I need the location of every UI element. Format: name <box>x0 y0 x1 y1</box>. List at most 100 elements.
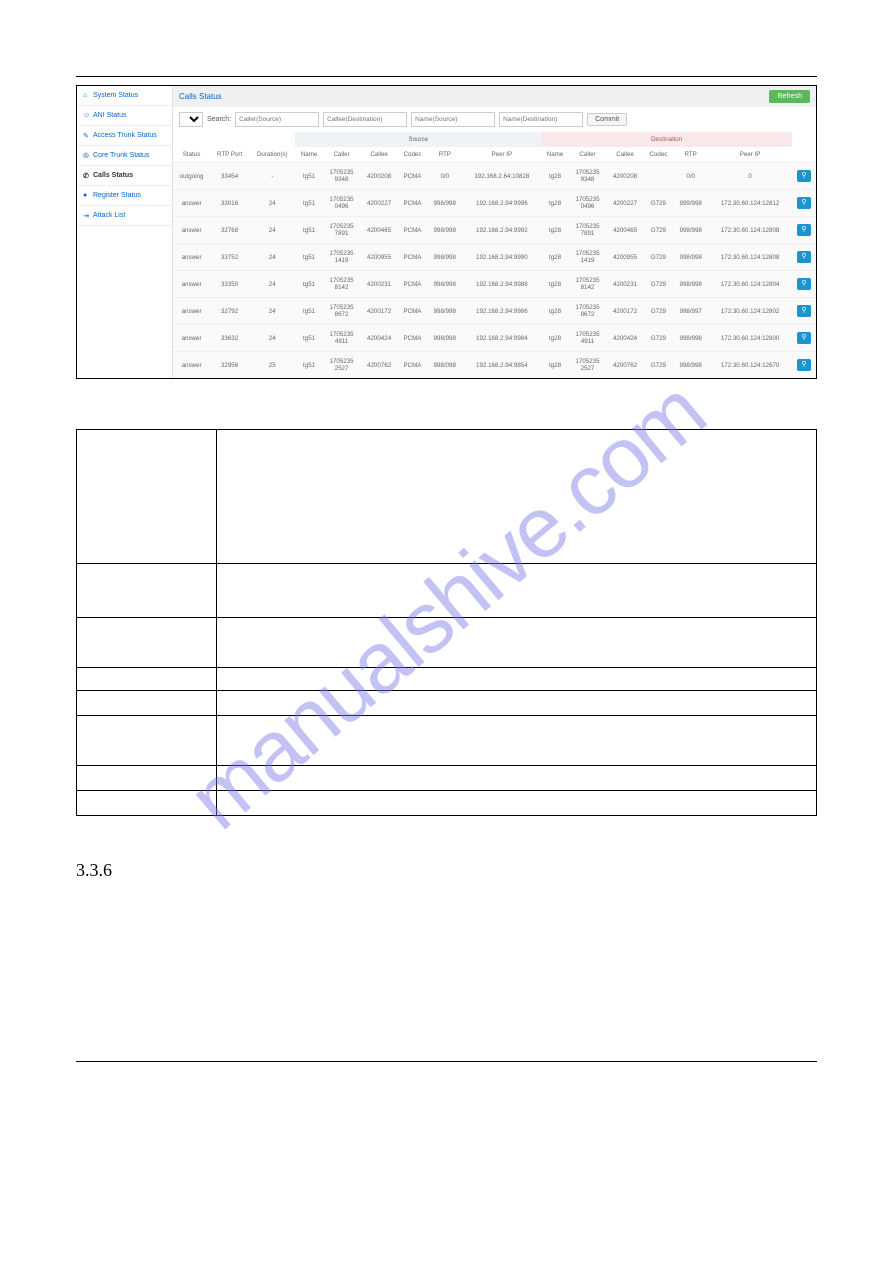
sidebar-item-label: ANI Status <box>93 112 126 119</box>
magnify-icon[interactable]: ⚲ <box>797 332 811 344</box>
sidebar-item[interactable]: ⌂System Status <box>77 86 172 106</box>
cell: 24 <box>249 325 295 352</box>
cell: PCMA <box>398 163 427 190</box>
column-header: RTP <box>673 147 708 163</box>
spec-cell <box>217 430 817 564</box>
cell: tg51 <box>295 325 322 352</box>
cell: 998/998 <box>673 271 708 298</box>
cell: 192.168.2.94:9992 <box>462 217 541 244</box>
refresh-button[interactable]: Refresh <box>769 90 810 103</box>
cell: tg28 <box>541 298 568 325</box>
cell: tg51 <box>295 190 322 217</box>
spec-table <box>76 429 817 816</box>
commit-button[interactable]: Commit <box>587 113 627 126</box>
column-header: Codec <box>644 147 673 163</box>
cell: G729 <box>644 217 673 244</box>
name-destination-input[interactable] <box>499 112 583 127</box>
search-label: Search: <box>207 116 231 123</box>
magnify-icon[interactable]: ⚲ <box>797 170 811 182</box>
cell: 192.168.2.94:9996 <box>462 190 541 217</box>
phone-icon: ✆ <box>83 172 90 179</box>
cell: 998/998 <box>673 325 708 352</box>
plug-icon: ✇ <box>83 152 90 159</box>
sidebar-item[interactable]: ⇥Attack List <box>77 206 172 226</box>
action-cell: ⚲ <box>792 325 816 352</box>
magnify-icon[interactable]: ⚲ <box>797 224 811 236</box>
cell: 33752 <box>210 244 249 271</box>
spec-cell <box>77 791 217 816</box>
cell: 192.168.2.94:9988 <box>462 271 541 298</box>
table-row: answer3276824tg51170523578914200465PCMA9… <box>173 217 816 244</box>
cell: PCMA <box>398 352 427 379</box>
sidebar-item-label: Access Trunk Status <box>93 132 157 139</box>
cell: 17052357891 <box>569 217 607 244</box>
cell: 998/998 <box>427 217 462 244</box>
page-size-select[interactable]: 10 <box>179 112 203 127</box>
spec-cell <box>217 791 817 816</box>
column-header: Status <box>173 147 210 163</box>
cell: 998/997 <box>673 298 708 325</box>
cell: 4200172 <box>360 298 398 325</box>
cell: 192.168.2.64:10828 <box>462 163 541 190</box>
spec-cell <box>77 691 217 716</box>
column-header: Caller <box>323 147 361 163</box>
cell: 172.30.60.124:12800 <box>708 325 792 352</box>
cell: tg51 <box>295 163 322 190</box>
spec-cell <box>217 668 817 691</box>
cell: 24 <box>249 217 295 244</box>
cell: 17052350496 <box>323 190 361 217</box>
filter-bar: 10 Search: Commit <box>173 107 816 132</box>
action-cell: ⚲ <box>792 271 816 298</box>
sidebar-item[interactable]: ✎Access Trunk Status <box>77 126 172 146</box>
sidebar-item[interactable]: ✇Core Trunk Status <box>77 146 172 166</box>
cell <box>644 163 673 190</box>
column-header: Peer IP <box>708 147 792 163</box>
cell: 24 <box>249 190 295 217</box>
magnify-icon[interactable]: ⚲ <box>797 359 811 371</box>
cell: 32956 <box>210 352 249 379</box>
cell: PCMA <box>398 298 427 325</box>
spec-cell <box>77 668 217 691</box>
cell: outgoing <box>173 163 210 190</box>
caller-source-input[interactable] <box>235 112 319 127</box>
cell: 998/998 <box>673 244 708 271</box>
cell: 17052351419 <box>323 244 361 271</box>
cell: 24 <box>249 271 295 298</box>
cell: 33632 <box>210 325 249 352</box>
magnify-icon[interactable]: ⚲ <box>797 251 811 263</box>
cell: 17052359348 <box>323 163 361 190</box>
table-row: answer3363224tg51170523549114200424PCMA9… <box>173 325 816 352</box>
cell: 4200172 <box>606 298 644 325</box>
magnify-icon[interactable]: ⚲ <box>797 278 811 290</box>
cell: PCMA <box>398 190 427 217</box>
cell: answer <box>173 244 210 271</box>
user-icon: ☺ <box>83 112 90 119</box>
sidebar-item[interactable]: ✆Calls Status <box>77 166 172 186</box>
main-panel: Calls Status Refresh 10 Search: Commit S… <box>173 86 816 378</box>
cell: 172.30.60.124:12670 <box>708 352 792 379</box>
cell: G729 <box>644 298 673 325</box>
cell: 172.30.60.124:12808 <box>708 217 792 244</box>
cell: 17052359348 <box>569 163 607 190</box>
record-icon: ● <box>83 192 90 199</box>
cell: tg28 <box>541 352 568 379</box>
name-source-input[interactable] <box>411 112 495 127</box>
section-number: 3.3.6 <box>76 860 817 881</box>
callee-destination-input[interactable] <box>323 112 407 127</box>
cell: 4200955 <box>360 244 398 271</box>
sidebar-item[interactable]: ●Register Status <box>77 186 172 206</box>
cell: tg28 <box>541 271 568 298</box>
magnify-icon[interactable]: ⚲ <box>797 305 811 317</box>
sidebar-item[interactable]: ☺ANI Status <box>77 106 172 126</box>
cell: 4200208 <box>606 163 644 190</box>
cell: tg51 <box>295 352 322 379</box>
cell: 192.168.2.94:9984 <box>462 325 541 352</box>
cell: answer <box>173 190 210 217</box>
cell: 192.168.2.94:9986 <box>462 298 541 325</box>
cell: answer <box>173 325 210 352</box>
magnify-icon[interactable]: ⚲ <box>797 197 811 209</box>
cell: 17052357891 <box>323 217 361 244</box>
column-header: Peer IP <box>462 147 541 163</box>
table-row: answer3295625tg51170523525274200762PCMA9… <box>173 352 816 379</box>
cell: 25 <box>249 352 295 379</box>
